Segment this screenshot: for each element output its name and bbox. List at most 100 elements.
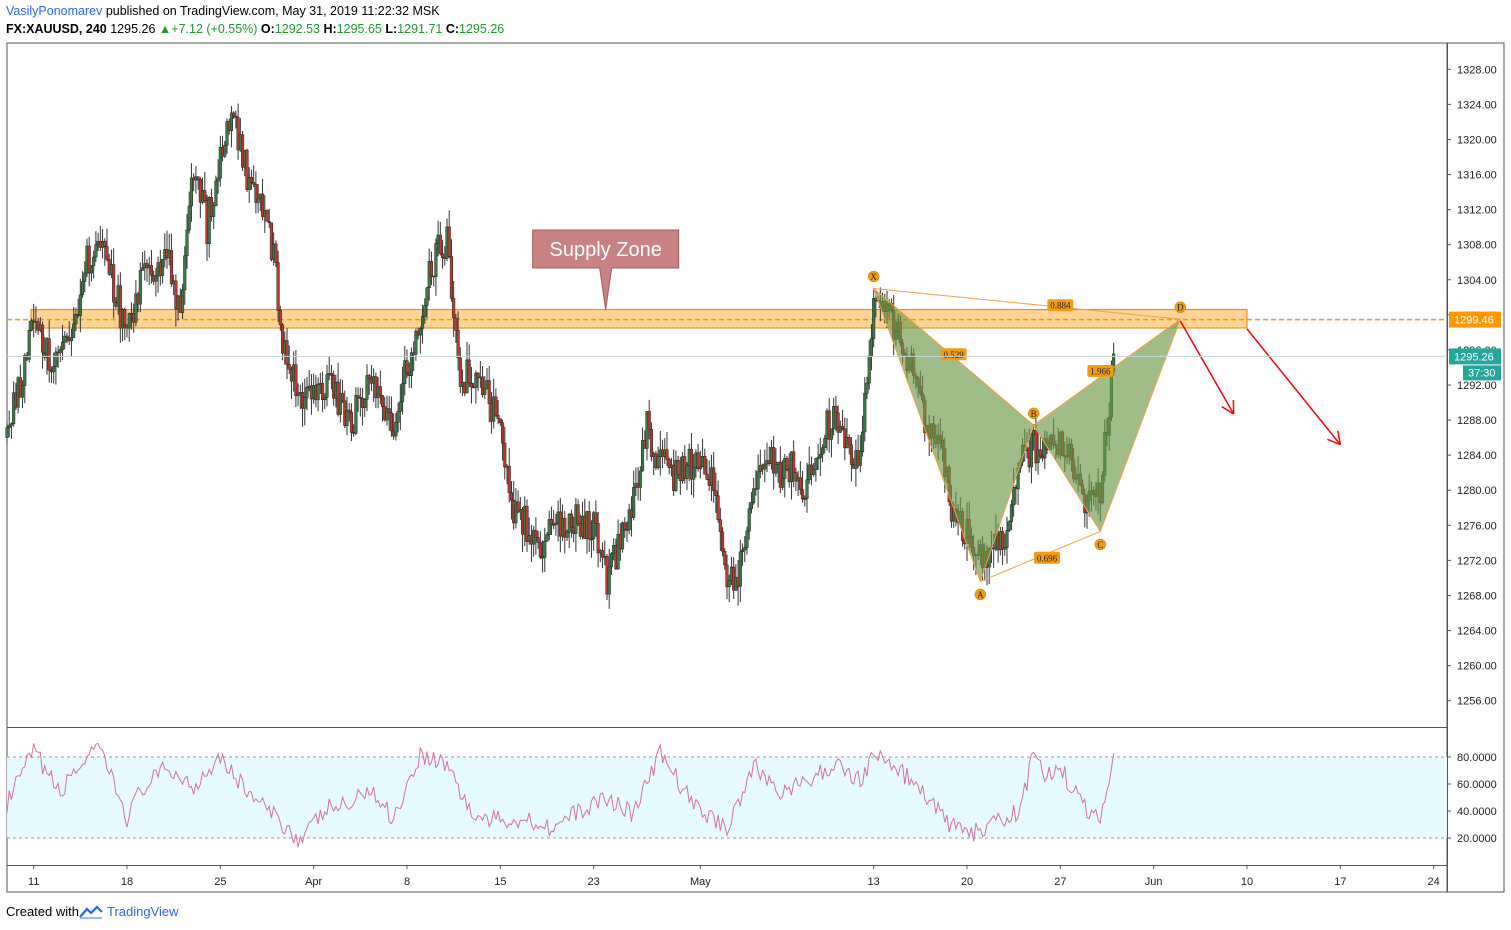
candle-body [1009,504,1013,522]
candle [72,307,76,339]
candle [305,376,309,411]
candle [78,278,82,333]
high-value: 1295.65 [336,22,382,36]
candle [245,148,249,193]
candle-body [276,262,280,311]
price-tick-label: 1304.00 [1457,275,1497,287]
candle-body [832,406,836,430]
candle-body [418,328,422,336]
candle [469,366,473,404]
candle [27,320,31,363]
candle [861,415,865,457]
candle-body [325,374,329,398]
candle-body [294,364,298,397]
candle [181,283,185,320]
candle [61,324,65,361]
tradingview-link[interactable]: TradingView [106,904,179,919]
candle-body [803,498,807,500]
candle [638,466,642,501]
candle [516,490,520,514]
candle [47,320,51,383]
candle-body [716,495,720,520]
footer: Created with TradingView [6,904,179,919]
candle [183,246,187,305]
candle [667,457,671,475]
harmonic-leg [873,288,1181,320]
candle [127,312,131,342]
candle-body [396,411,400,423]
candle-body [545,534,549,542]
time-tick-label: 24 [1428,876,1440,888]
candle-body [616,533,620,570]
candle [538,531,542,560]
candle [721,527,725,557]
candle-body [269,222,273,260]
candle [434,238,438,296]
published-text: published on TradingView.com, May 31, 20… [105,4,440,18]
candle [454,313,458,343]
candle-body [812,469,816,475]
time-tick-label: Apr [305,876,322,888]
candle [716,480,720,523]
candle-body [378,386,382,396]
candle-body [29,320,33,331]
candle [543,527,547,572]
candle-body [592,512,596,540]
candle [203,171,207,203]
candle [509,480,513,520]
candle [356,387,360,412]
candle-body [425,287,429,306]
ratio-box [1087,364,1114,377]
candle-body [774,464,778,474]
harmonic-point-label: D [1177,303,1184,313]
candle-body [212,205,216,217]
candle-body [141,267,145,271]
candle-body [52,366,56,373]
time-tick-label: 11 [28,876,39,888]
candle-body [189,177,193,207]
candle-body [385,408,389,421]
candle [656,446,660,470]
candle [525,499,529,552]
candle-body [665,449,669,460]
candle [698,450,702,479]
candle [154,267,158,297]
time-tick-label: 25 [214,876,226,888]
candle-body [398,401,402,412]
candle-body [54,351,58,367]
candle-body [805,479,809,499]
candle-body [747,508,751,532]
candle-body [547,519,551,536]
candle-body [58,349,62,353]
candle-body [63,335,67,343]
candle-body [569,513,573,528]
candle-body [834,406,838,414]
candle-body [763,463,767,470]
candle [792,440,796,488]
price-tick-label: 1288.00 [1457,415,1497,427]
candle-body [587,511,591,540]
candle [689,432,693,496]
candle-body [456,329,460,359]
candle [749,492,753,514]
candle [594,500,598,537]
candle [63,331,67,350]
candle [738,539,742,603]
low-label: L: [385,22,398,36]
author-link[interactable]: VasilyPonomarev [6,4,103,18]
candle-body [423,305,427,317]
candle [398,384,402,431]
candle [261,179,265,221]
candle [865,376,869,399]
candle-body [305,387,309,398]
candle-body [207,197,211,244]
symbol-label[interactable]: FX:XAUUSD, 240 [6,22,107,36]
candle [841,409,845,431]
candle [552,510,556,529]
candle [812,463,816,477]
candle [214,175,218,207]
candle-body [316,383,320,401]
candle-body [174,280,178,310]
time-tick-label: 15 [494,876,506,888]
